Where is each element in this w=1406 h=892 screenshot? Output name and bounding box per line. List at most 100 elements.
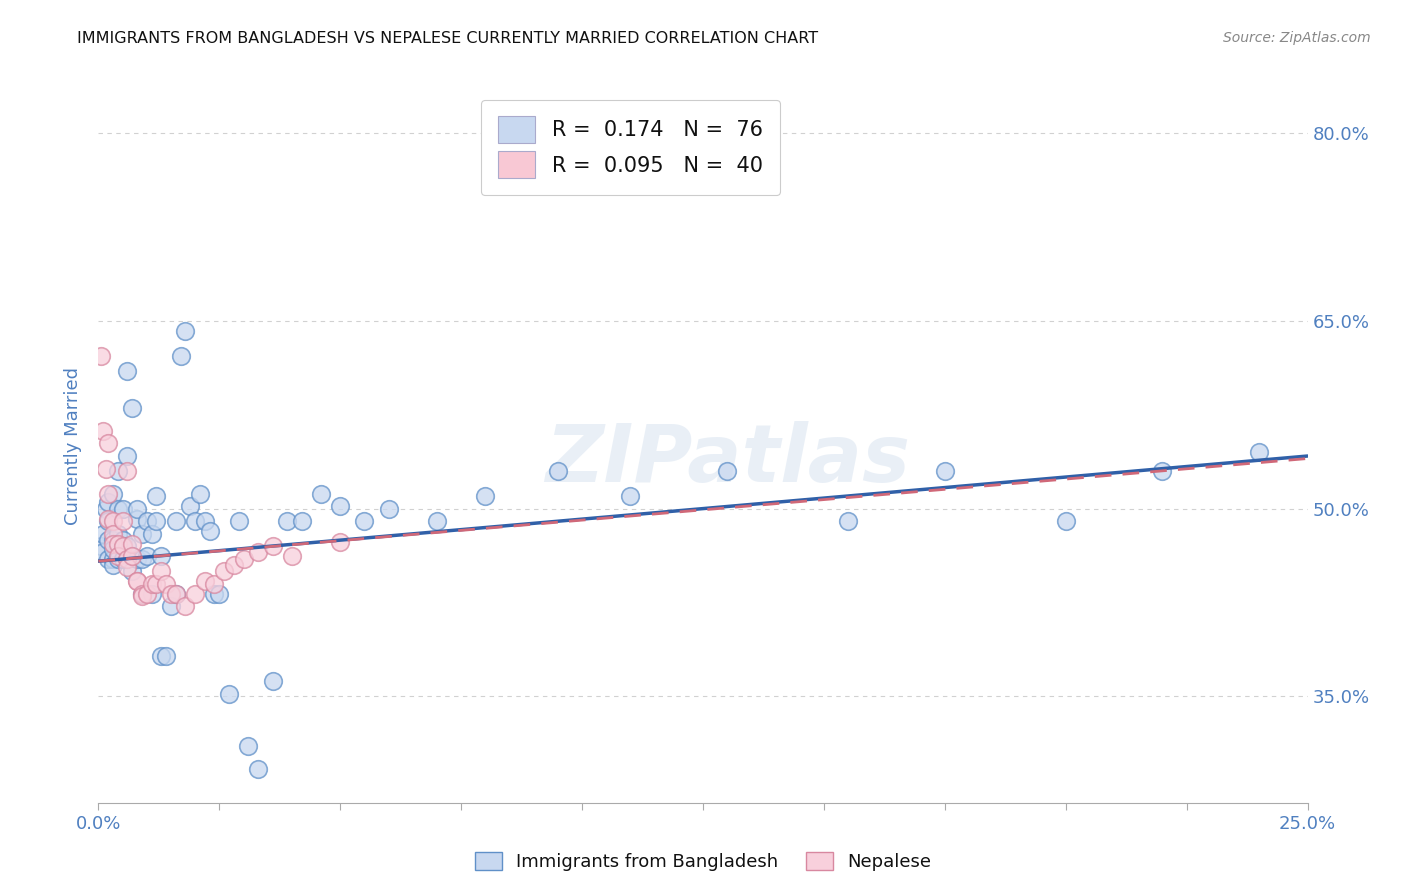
Legend: Immigrants from Bangladesh, Nepalese: Immigrants from Bangladesh, Nepalese (468, 845, 938, 879)
Point (97, 551, 120, 566)
Point (101, 514, 124, 528)
Point (188, 486, 211, 500)
Point (141, 587, 163, 601)
Point (90, 539, 112, 553)
Point (222, 558, 245, 572)
Point (150, 564, 173, 578)
Point (111, 539, 134, 553)
Text: ZIPatlas: ZIPatlas (544, 421, 910, 500)
Point (117, 560, 139, 574)
Point (94, 501, 117, 516)
Point (117, 449, 139, 463)
Point (204, 587, 226, 601)
Point (141, 576, 163, 591)
Point (117, 551, 139, 566)
Point (131, 551, 153, 566)
Point (1152, 464, 1174, 478)
Point (150, 649, 173, 664)
Point (91, 526, 114, 541)
Point (117, 464, 139, 478)
Legend: R =  0.174   N =  76, R =  0.095   N =  40: R = 0.174 N = 76, R = 0.095 N = 40 (481, 100, 780, 194)
Point (97, 514, 120, 528)
Point (716, 464, 738, 478)
Point (111, 551, 134, 566)
Point (145, 489, 167, 503)
Point (184, 587, 207, 601)
Point (107, 551, 129, 566)
Point (135, 549, 157, 564)
Point (121, 549, 143, 564)
Point (276, 514, 298, 528)
Point (837, 514, 859, 528)
Point (111, 539, 134, 553)
Point (131, 587, 153, 601)
Point (194, 574, 217, 589)
Point (97, 533, 120, 547)
Point (426, 514, 449, 528)
Point (127, 511, 149, 525)
Point (160, 587, 183, 601)
Point (117, 551, 139, 566)
Text: Source: ZipAtlas.com: Source: ZipAtlas.com (1223, 31, 1371, 45)
Point (155, 649, 177, 664)
Point (174, 324, 197, 338)
Point (107, 526, 129, 541)
Point (232, 551, 254, 566)
Point (165, 587, 187, 601)
Point (934, 464, 956, 478)
Point (547, 464, 569, 478)
Point (127, 574, 149, 589)
Point (94, 461, 117, 475)
Point (90, 349, 112, 363)
Point (228, 514, 250, 528)
Point (155, 576, 177, 591)
Point (121, 549, 143, 564)
Point (208, 587, 231, 601)
Point (179, 499, 201, 513)
Point (247, 545, 270, 559)
Point (145, 576, 167, 591)
Point (127, 501, 149, 516)
Point (281, 549, 304, 564)
Point (165, 514, 187, 528)
Point (101, 551, 124, 566)
Y-axis label: Currently Married: Currently Married (65, 367, 83, 525)
Point (184, 514, 207, 528)
Point (150, 549, 173, 564)
Point (198, 524, 221, 538)
Point (127, 551, 149, 566)
Point (619, 489, 641, 503)
Point (135, 587, 157, 601)
Point (111, 501, 134, 516)
Point (474, 489, 496, 503)
Point (212, 564, 235, 578)
Point (101, 536, 124, 550)
Point (97, 495, 120, 509)
Point (121, 564, 143, 578)
Point (121, 536, 143, 550)
Point (91, 545, 114, 559)
Point (160, 599, 183, 614)
Point (169, 349, 191, 363)
Point (97, 511, 120, 525)
Point (262, 539, 284, 553)
Point (97, 436, 120, 450)
Point (290, 514, 312, 528)
Point (377, 501, 399, 516)
Point (101, 558, 124, 572)
Point (131, 589, 153, 603)
Point (238, 739, 260, 754)
Point (1249, 445, 1271, 459)
Point (329, 535, 352, 549)
Point (101, 541, 124, 556)
Point (145, 514, 167, 528)
Point (131, 587, 153, 601)
Point (141, 526, 163, 541)
Point (135, 514, 157, 528)
Point (174, 599, 197, 614)
Point (165, 587, 187, 601)
Point (262, 674, 284, 689)
Point (117, 539, 139, 553)
Point (101, 526, 124, 541)
Point (101, 533, 124, 547)
